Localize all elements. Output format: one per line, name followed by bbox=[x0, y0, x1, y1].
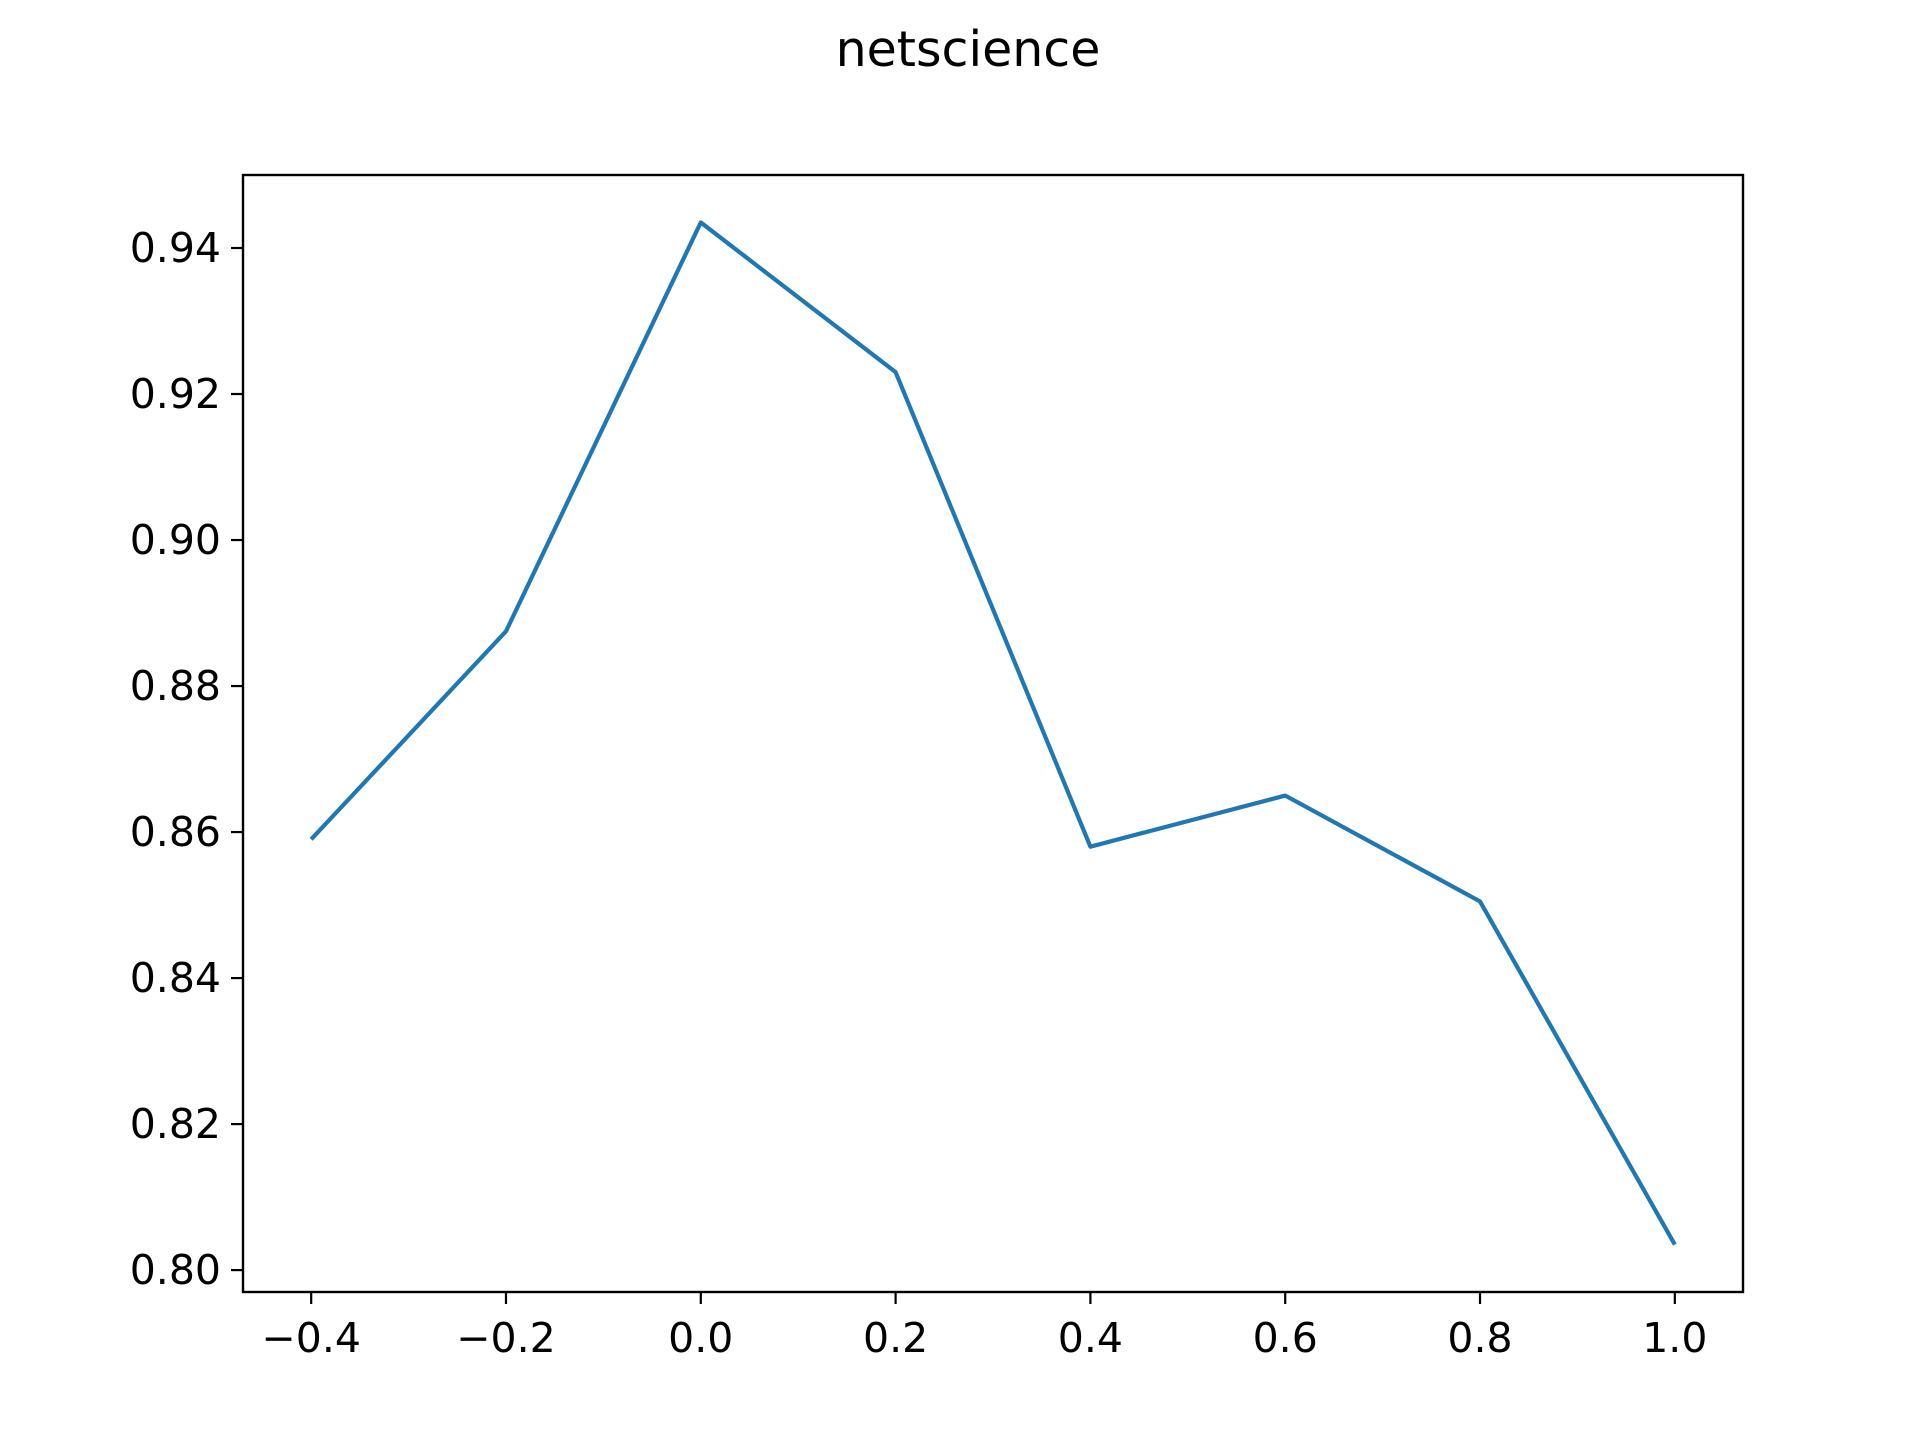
x-tick-label: 0.2 bbox=[863, 1314, 928, 1362]
x-tick-label: 0.6 bbox=[1253, 1314, 1318, 1362]
x-tick-label: 0.0 bbox=[668, 1314, 733, 1362]
y-tick-label: 0.82 bbox=[130, 1100, 221, 1148]
x-tick-label: 0.4 bbox=[1058, 1314, 1123, 1362]
y-tick-label: 0.90 bbox=[130, 516, 221, 564]
y-tick-label: 0.84 bbox=[130, 954, 221, 1002]
y-tick-label: 0.86 bbox=[130, 808, 221, 856]
x-tick-label: 0.8 bbox=[1447, 1314, 1512, 1362]
y-tick-label: 0.92 bbox=[130, 370, 221, 418]
x-tick-label: 1.0 bbox=[1642, 1314, 1707, 1362]
y-tick-label: 0.94 bbox=[130, 224, 221, 272]
plot-area: −0.4 −0.2 0.0 0.2 0.4 0.6 0.8 1.0 0.80 0.82 0.84 0.… bbox=[130, 173, 1745, 1362]
x-tick-label: −0.2 bbox=[456, 1314, 556, 1362]
axes-frame bbox=[241, 173, 1745, 1294]
series-line-0 bbox=[309, 220, 1677, 1246]
x-tick-label: −0.4 bbox=[261, 1314, 361, 1362]
y-tick-label: 0.80 bbox=[130, 1246, 221, 1294]
y-tick-label: 0.88 bbox=[130, 662, 221, 710]
chart-title: netscience bbox=[836, 21, 1101, 78]
